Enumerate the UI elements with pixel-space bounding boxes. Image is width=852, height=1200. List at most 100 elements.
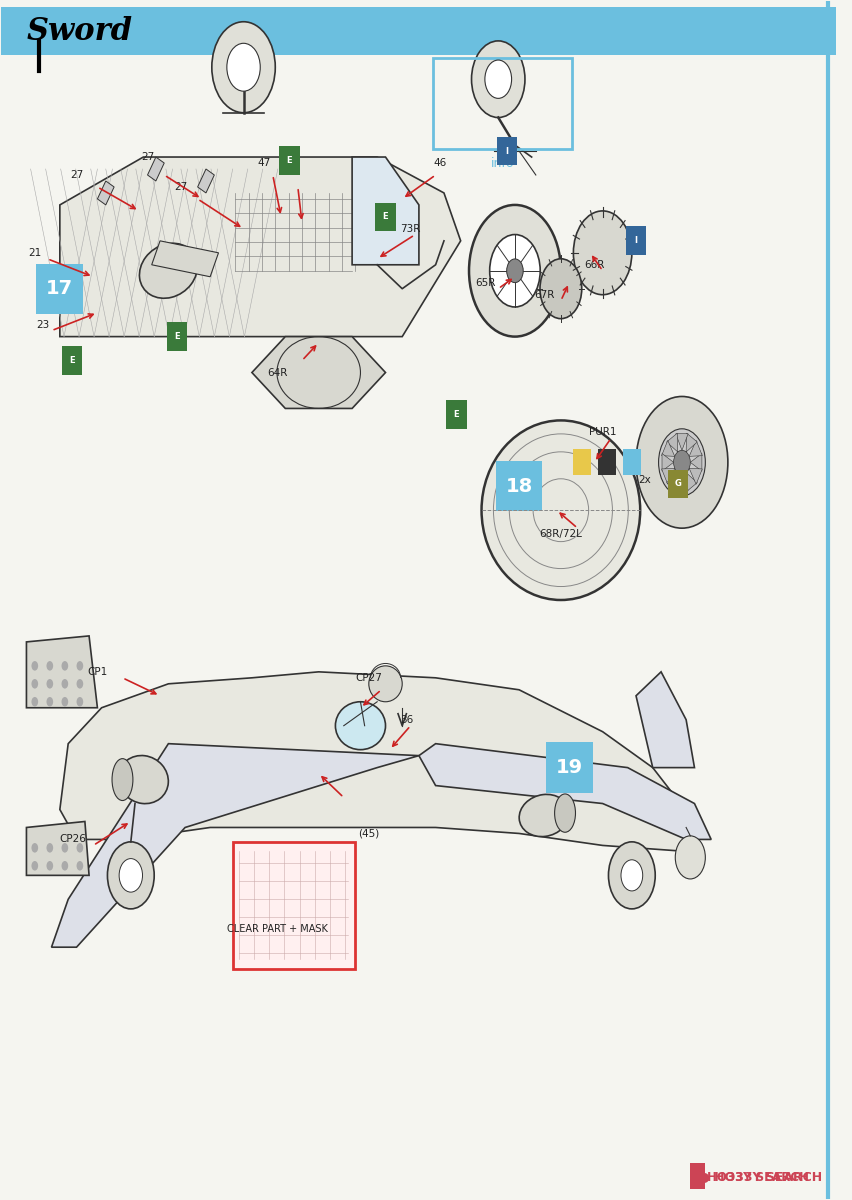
Circle shape: [77, 679, 83, 689]
Polygon shape: [26, 822, 89, 875]
Bar: [62, 346, 83, 374]
Circle shape: [32, 860, 38, 870]
Circle shape: [659, 428, 705, 496]
Circle shape: [61, 679, 68, 689]
Text: info: info: [491, 156, 514, 169]
Text: CP27: CP27: [355, 673, 383, 683]
Bar: [690, 1163, 705, 1189]
Circle shape: [77, 697, 83, 707]
Bar: [623, 449, 641, 475]
Circle shape: [636, 396, 728, 528]
Text: G: G: [674, 479, 682, 488]
Text: (45): (45): [358, 828, 379, 839]
Bar: [279, 146, 300, 175]
Text: I: I: [635, 236, 637, 245]
Polygon shape: [419, 744, 711, 840]
Circle shape: [61, 661, 68, 671]
Circle shape: [77, 860, 83, 870]
Circle shape: [674, 450, 690, 474]
Polygon shape: [252, 337, 385, 408]
Ellipse shape: [118, 756, 169, 804]
Text: I: I: [505, 146, 508, 156]
Polygon shape: [690, 454, 702, 472]
Polygon shape: [97, 181, 114, 205]
Bar: [376, 203, 395, 232]
Polygon shape: [676, 474, 688, 491]
Polygon shape: [26, 636, 97, 708]
Text: Sword: Sword: [26, 16, 133, 47]
Text: 21: 21: [28, 248, 42, 258]
Text: 27: 27: [175, 182, 187, 192]
FancyBboxPatch shape: [233, 842, 354, 968]
Circle shape: [47, 860, 53, 870]
Bar: [446, 400, 467, 428]
Polygon shape: [676, 433, 688, 450]
Circle shape: [61, 844, 68, 853]
Circle shape: [608, 842, 655, 908]
Polygon shape: [636, 672, 694, 768]
Circle shape: [540, 259, 582, 319]
Circle shape: [573, 211, 632, 295]
Text: CP26: CP26: [59, 834, 86, 845]
Text: 65R: 65R: [475, 277, 496, 288]
Polygon shape: [51, 744, 419, 947]
Polygon shape: [689, 440, 702, 456]
Circle shape: [61, 697, 68, 707]
Text: 66R: 66R: [584, 259, 604, 270]
Text: E: E: [383, 212, 389, 221]
Polygon shape: [147, 157, 164, 181]
Circle shape: [490, 234, 540, 307]
Polygon shape: [152, 241, 218, 277]
Bar: [597, 449, 616, 475]
Polygon shape: [60, 672, 694, 852]
Bar: [573, 449, 591, 475]
Circle shape: [32, 661, 38, 671]
Circle shape: [507, 259, 523, 283]
Text: PUR1: PUR1: [589, 427, 616, 437]
Ellipse shape: [336, 702, 385, 750]
Polygon shape: [686, 473, 697, 492]
Text: 64R: 64R: [267, 367, 287, 378]
Circle shape: [212, 22, 275, 113]
Text: E: E: [453, 410, 459, 419]
Circle shape: [469, 205, 561, 337]
Text: 67R: 67R: [534, 289, 555, 300]
Polygon shape: [352, 157, 419, 265]
Circle shape: [47, 661, 53, 671]
Text: 2x: 2x: [638, 475, 651, 485]
Text: 73R: 73R: [400, 224, 421, 234]
Text: 27: 27: [141, 152, 154, 162]
Circle shape: [119, 858, 142, 892]
Circle shape: [77, 844, 83, 853]
Polygon shape: [198, 169, 215, 193]
Polygon shape: [662, 468, 675, 485]
Polygon shape: [666, 433, 678, 452]
FancyBboxPatch shape: [546, 743, 593, 793]
FancyBboxPatch shape: [37, 264, 83, 314]
Ellipse shape: [140, 244, 198, 299]
Circle shape: [676, 836, 705, 878]
Text: E: E: [286, 156, 292, 166]
Text: E: E: [70, 356, 75, 365]
Text: 47: 47: [258, 158, 271, 168]
Circle shape: [32, 697, 38, 707]
Bar: [668, 469, 688, 498]
Text: 17: 17: [46, 280, 73, 299]
Polygon shape: [60, 157, 461, 337]
Circle shape: [485, 60, 511, 98]
Circle shape: [227, 43, 260, 91]
FancyBboxPatch shape: [496, 461, 543, 511]
Ellipse shape: [555, 794, 575, 833]
Circle shape: [61, 860, 68, 870]
Ellipse shape: [519, 794, 569, 836]
Text: 23: 23: [37, 319, 49, 330]
Circle shape: [32, 844, 38, 853]
Circle shape: [47, 844, 53, 853]
Text: E: E: [174, 332, 180, 341]
Text: 27: 27: [70, 170, 83, 180]
Bar: [626, 227, 646, 256]
Bar: [497, 137, 516, 166]
Text: CP1: CP1: [87, 667, 107, 677]
Ellipse shape: [481, 420, 640, 600]
Text: HO33Y SEARCH: HO33Y SEARCH: [707, 1170, 809, 1183]
